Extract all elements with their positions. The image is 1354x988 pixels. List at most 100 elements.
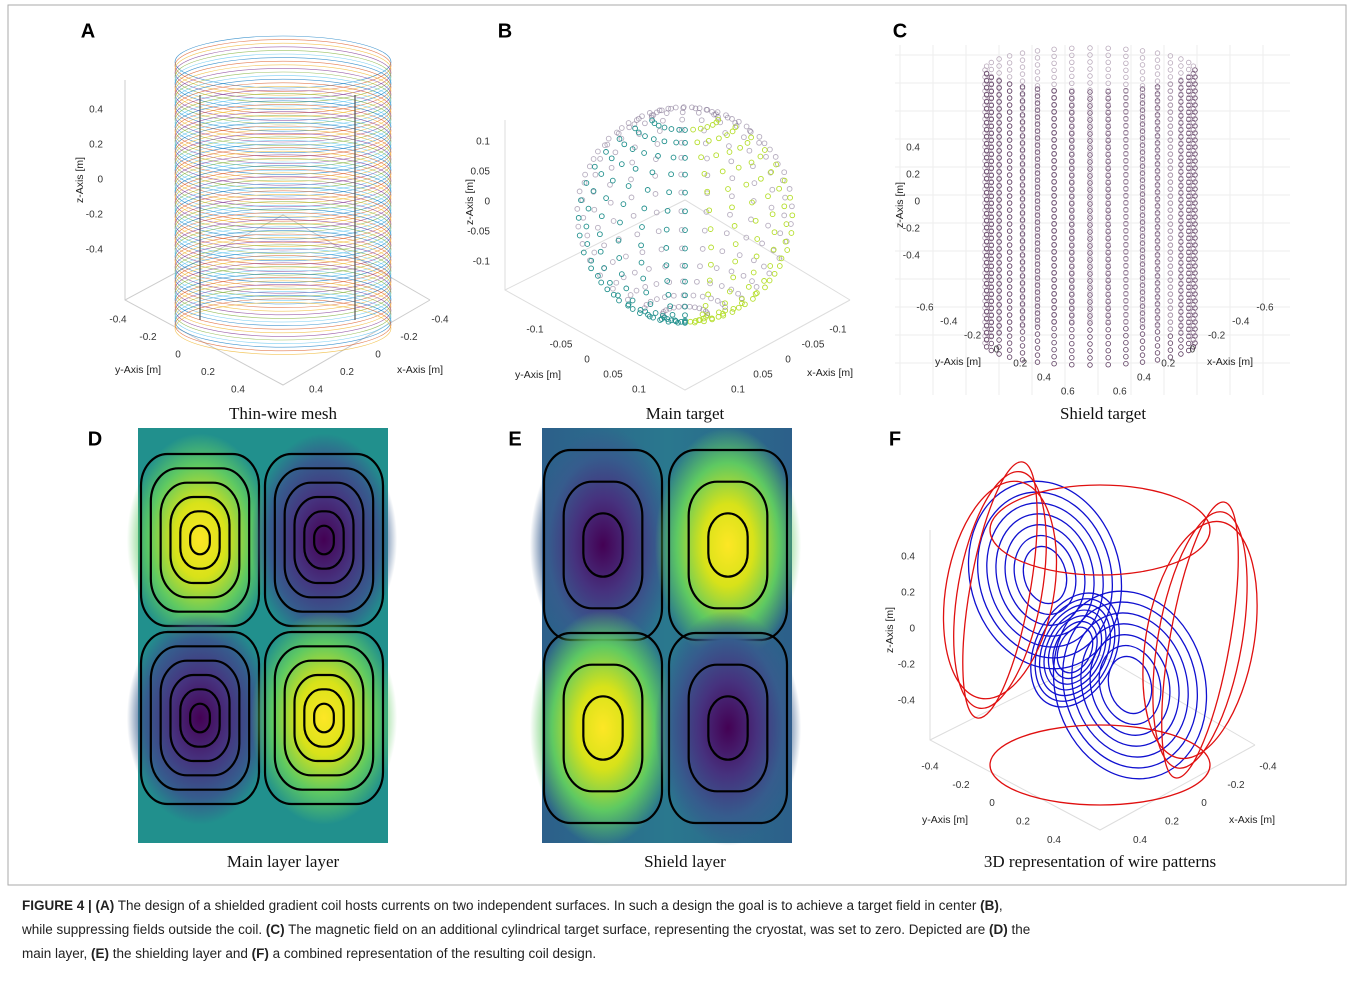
target-point bbox=[1168, 103, 1173, 108]
figure-caption-line: while suppressing fields outside the coi… bbox=[21, 922, 1030, 937]
panel-caption: Shield layer bbox=[644, 852, 726, 871]
target-point bbox=[656, 123, 661, 128]
target-point bbox=[576, 216, 581, 221]
wire-loop bbox=[175, 281, 391, 333]
target-point bbox=[1088, 74, 1093, 79]
wire-loop bbox=[175, 112, 391, 164]
wire-loop bbox=[175, 101, 391, 153]
target-point bbox=[1007, 271, 1012, 276]
wire-loop bbox=[175, 266, 391, 318]
x-tick-label: 0.4 bbox=[1133, 835, 1147, 846]
caption-run: the bbox=[1008, 922, 1031, 937]
target-point bbox=[726, 187, 731, 192]
target-point bbox=[1088, 328, 1093, 333]
target-point bbox=[1140, 346, 1145, 351]
target-point bbox=[790, 204, 795, 209]
target-point bbox=[1070, 327, 1075, 332]
target-point bbox=[744, 124, 749, 129]
target-point bbox=[670, 312, 675, 317]
target-point bbox=[683, 209, 688, 214]
z-axis-label: z-Axis [m] bbox=[464, 179, 476, 225]
target-point bbox=[1070, 341, 1075, 346]
y-tick-label: 0.2 bbox=[201, 367, 215, 378]
y-tick-label: 0.4 bbox=[231, 385, 245, 396]
z-tick-label: 0 bbox=[909, 624, 915, 635]
target-point bbox=[730, 176, 735, 181]
target-point bbox=[720, 249, 725, 254]
target-point bbox=[1070, 348, 1075, 353]
target-point bbox=[717, 136, 722, 141]
wire-loop bbox=[175, 292, 391, 344]
target-point bbox=[1007, 110, 1012, 115]
target-point bbox=[585, 233, 590, 238]
target-point bbox=[585, 242, 590, 247]
target-point bbox=[666, 292, 671, 297]
target-point bbox=[1124, 68, 1129, 73]
target-point bbox=[617, 256, 622, 261]
target-point bbox=[1168, 278, 1173, 283]
target-point bbox=[745, 141, 750, 146]
z-tick-label: -0.1 bbox=[473, 257, 491, 268]
target-point bbox=[747, 148, 752, 153]
caption-run: FIGURE 4 | (A) bbox=[22, 898, 114, 913]
target-point bbox=[1106, 46, 1111, 51]
target-point bbox=[1007, 341, 1012, 346]
target-point bbox=[673, 105, 678, 110]
target-point bbox=[750, 279, 755, 284]
wire-loop bbox=[175, 155, 391, 207]
target-point bbox=[650, 170, 655, 175]
target-point bbox=[1179, 71, 1184, 76]
target-point bbox=[731, 275, 736, 280]
target-point bbox=[1155, 330, 1160, 335]
target-point bbox=[1168, 299, 1173, 304]
x-tick-label: 0 bbox=[785, 355, 791, 366]
target-point bbox=[624, 254, 629, 259]
wire-pattern bbox=[1146, 497, 1254, 783]
z-axis-label: z-Axis [m] bbox=[74, 157, 86, 203]
target-point bbox=[729, 159, 734, 164]
target-point bbox=[737, 253, 742, 258]
target-point bbox=[730, 205, 735, 210]
target-point bbox=[777, 264, 782, 269]
target-point bbox=[730, 310, 735, 315]
wire-loop bbox=[175, 212, 391, 264]
target-point bbox=[618, 220, 623, 225]
caption-run: , bbox=[999, 898, 1003, 913]
target-point bbox=[1020, 344, 1025, 349]
x-tick-label: 0 bbox=[1190, 345, 1196, 356]
target-point bbox=[1155, 65, 1160, 70]
wire-loop bbox=[175, 90, 391, 142]
target-point bbox=[1168, 173, 1173, 178]
panel-label: C bbox=[893, 20, 907, 42]
target-point bbox=[782, 213, 787, 218]
target-point bbox=[754, 254, 759, 259]
target-point bbox=[1106, 348, 1111, 353]
target-point bbox=[598, 232, 603, 237]
target-point bbox=[1168, 306, 1173, 311]
target-point bbox=[656, 229, 661, 234]
target-point bbox=[706, 292, 711, 297]
z-tick-label: 0.1 bbox=[476, 137, 490, 148]
target-point bbox=[1020, 72, 1025, 77]
y-tick-label: -0.4 bbox=[921, 762, 939, 773]
target-point bbox=[1088, 342, 1093, 347]
target-point bbox=[1124, 75, 1129, 80]
target-point bbox=[1168, 54, 1173, 59]
heat-blob bbox=[655, 610, 801, 846]
target-point bbox=[1088, 46, 1093, 51]
caption-run: The magnetic field on an additional cyli… bbox=[285, 922, 989, 937]
target-point bbox=[1007, 75, 1012, 80]
target-point bbox=[724, 231, 729, 236]
wire-loop bbox=[175, 284, 391, 336]
z-tick-label: 0.4 bbox=[901, 552, 915, 563]
target-point bbox=[768, 147, 773, 152]
target-point bbox=[706, 138, 711, 143]
target-point bbox=[719, 284, 724, 289]
target-point bbox=[989, 60, 994, 65]
target-point bbox=[728, 212, 733, 217]
target-point bbox=[1007, 96, 1012, 101]
z-tick-label: 0.4 bbox=[906, 143, 920, 154]
target-point bbox=[1124, 361, 1129, 366]
target-point bbox=[746, 285, 751, 290]
panel-caption: 3D representation of wire patterns bbox=[984, 852, 1216, 871]
